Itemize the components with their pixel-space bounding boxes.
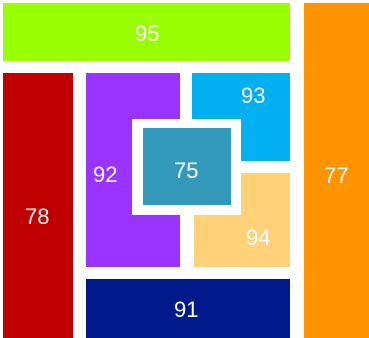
block-95-label: 95: [135, 21, 160, 46]
block-94: 94: [194, 173, 290, 267]
block-75-label: 75: [174, 158, 199, 183]
block-78-label: 78: [25, 204, 50, 229]
block-78: 78: [3, 73, 73, 338]
block-94-label: 94: [246, 225, 271, 250]
block-93-label: 93: [241, 83, 266, 108]
block-75: 75: [132, 119, 241, 215]
block-77: 77: [304, 3, 369, 338]
block-95: 95: [3, 3, 290, 61]
block-91-label: 91: [174, 297, 199, 322]
block-77-label: 77: [324, 163, 349, 188]
block-91: 91: [86, 279, 290, 338]
block-75-fill: 75: [143, 128, 231, 205]
block-92-label: 92: [93, 162, 118, 187]
